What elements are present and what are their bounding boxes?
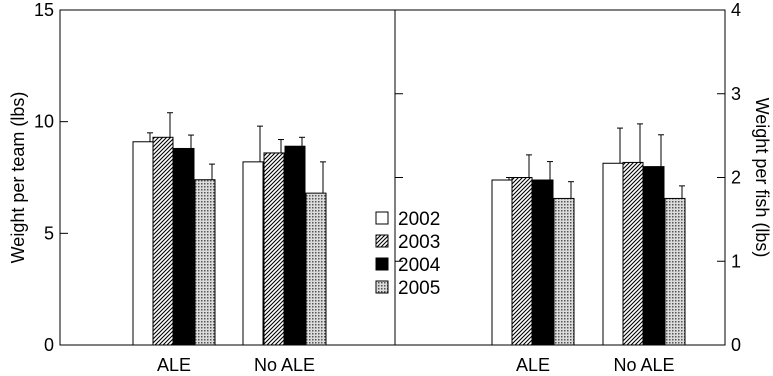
x-category-label: No ALE	[613, 355, 674, 375]
bar-2003-ale	[152, 136, 174, 346]
bar-2003-no-ale	[622, 161, 644, 346]
bar-2002-ale	[132, 141, 154, 346]
y-tick-label: 1	[731, 251, 741, 271]
bar-2002-no-ale	[602, 162, 624, 346]
bar-2005-ale	[553, 197, 575, 346]
legend-swatch-2003	[375, 234, 389, 248]
legend-label-2004: 2004	[398, 255, 441, 276]
legend-swatch-2004	[375, 257, 389, 271]
bar-2002-no-ale	[242, 161, 264, 346]
x-category-label: No ALE	[254, 355, 315, 375]
bar-2002-ale	[491, 179, 513, 346]
bar-2004-no-ale	[643, 166, 665, 346]
legend-label-2002: 2002	[398, 209, 440, 230]
y-tick-label: 15	[34, 0, 54, 20]
y-axis-label-right: Weight per fish (lbs)	[752, 98, 772, 258]
bar-2004-ale	[532, 179, 554, 346]
bar-2005-no-ale	[305, 192, 327, 346]
x-category-label: ALE	[157, 355, 191, 375]
y-tick-label: 4	[731, 0, 741, 20]
legend-swatch-2005	[375, 280, 389, 294]
y-tick-label: 5	[44, 223, 54, 243]
y-axis-label-left: Weight per team (lbs)	[8, 92, 28, 264]
y-tick-label: 10	[34, 112, 54, 132]
y-tick-label: 0	[731, 335, 741, 355]
legend-label-2005: 2005	[398, 278, 440, 299]
y-tick-label: 3	[731, 84, 741, 104]
y-tick-label: 0	[44, 335, 54, 355]
y-tick-label: 2	[731, 168, 741, 188]
legend-label-2003: 2003	[398, 232, 440, 253]
bar-2003-ale	[511, 177, 533, 346]
bar-2004-ale	[173, 147, 195, 346]
legend-swatch-2002	[375, 211, 389, 225]
x-category-label: ALE	[516, 355, 550, 375]
bar-2003-no-ale	[263, 152, 285, 346]
bar-2005-ale	[194, 179, 216, 346]
bar-2004-no-ale	[284, 145, 306, 346]
bar-2005-no-ale	[664, 197, 686, 346]
